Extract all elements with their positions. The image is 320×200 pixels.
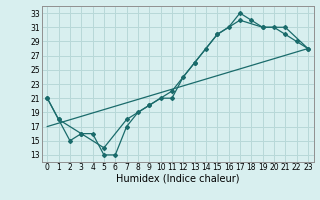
X-axis label: Humidex (Indice chaleur): Humidex (Indice chaleur) [116, 174, 239, 184]
